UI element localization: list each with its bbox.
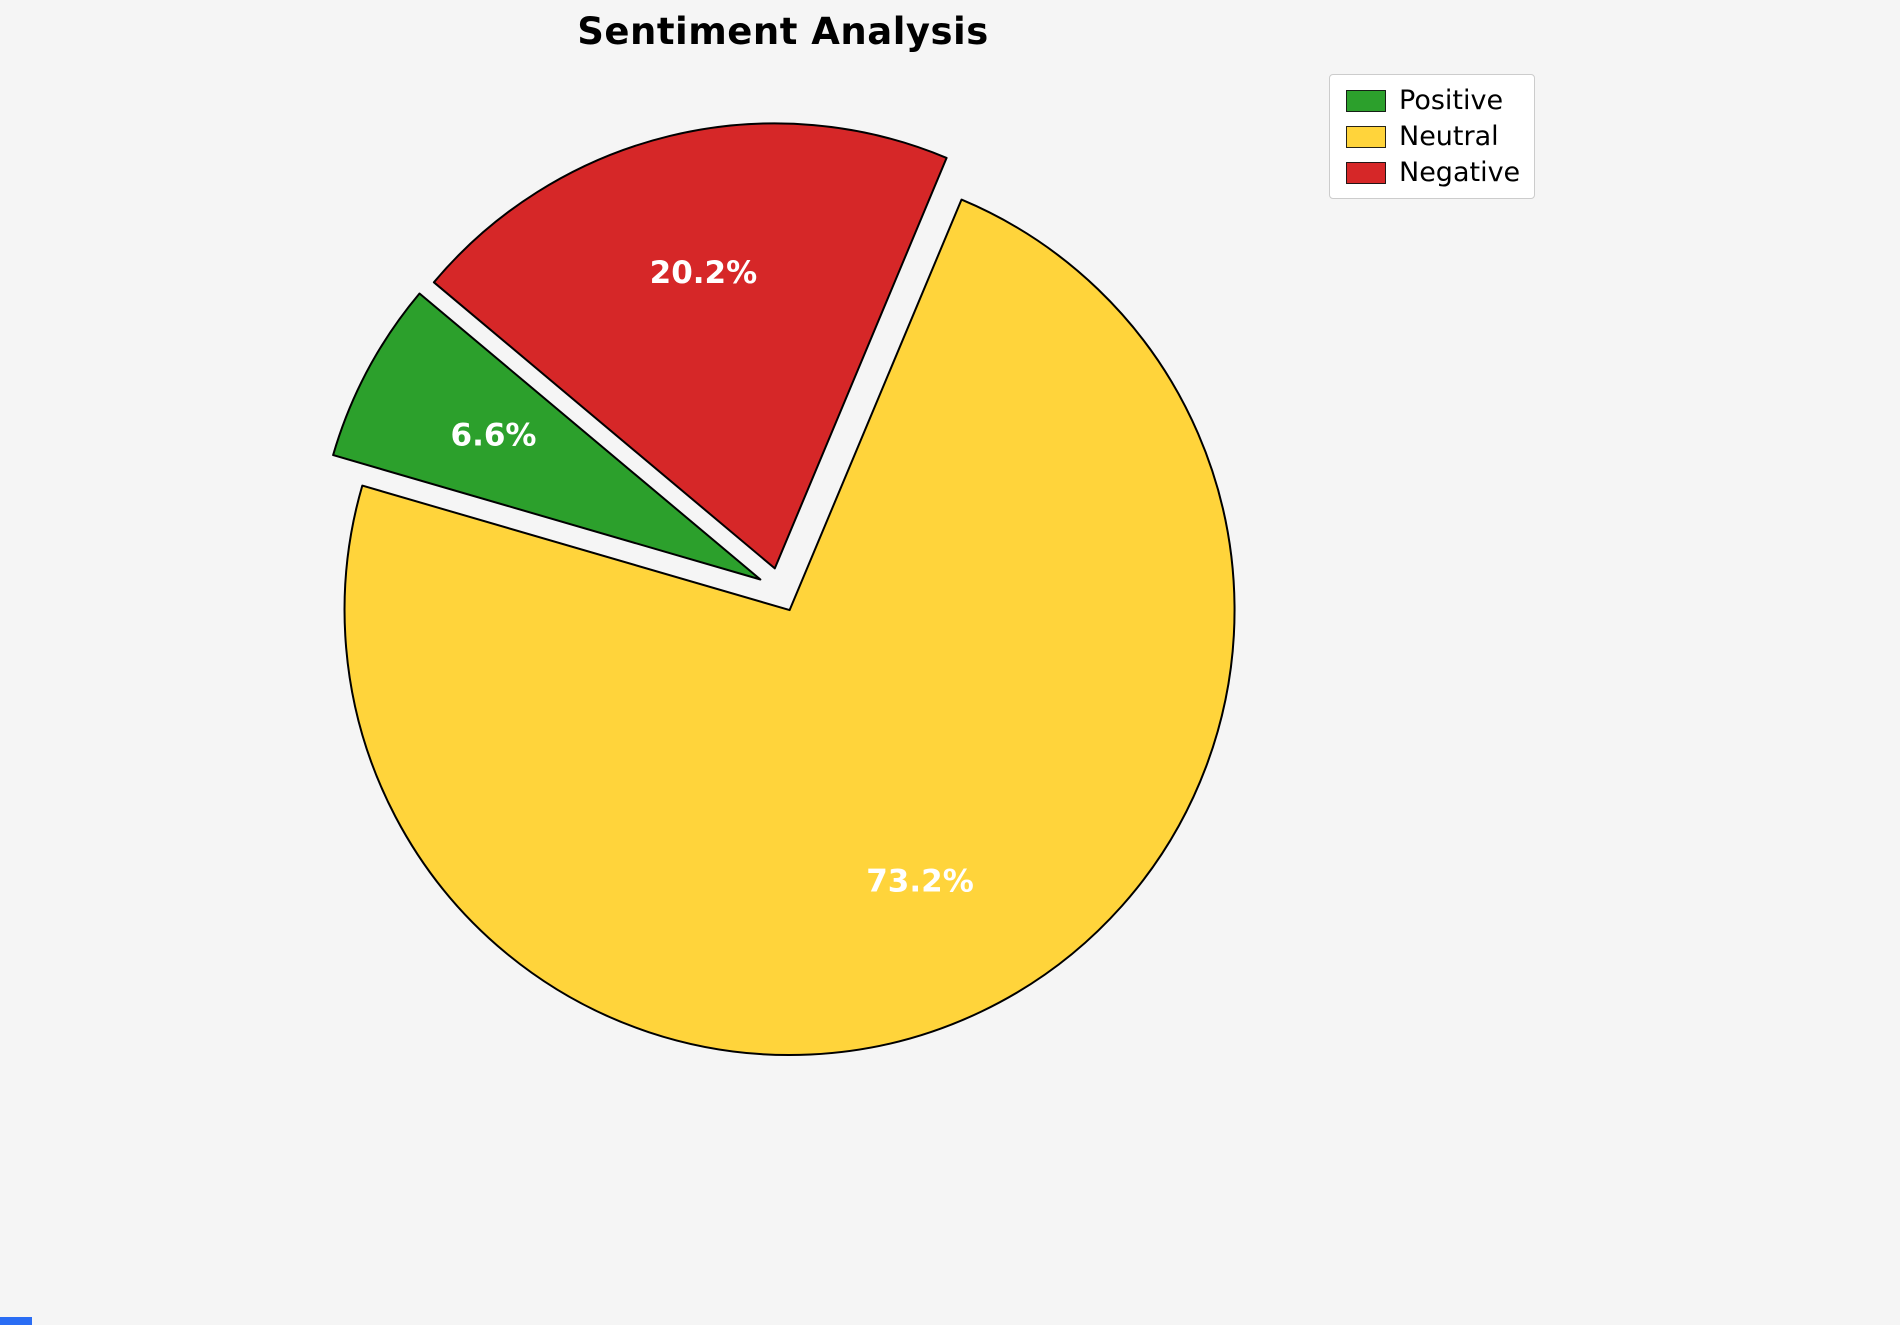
bottom-edge-accent [0,1317,32,1325]
legend-item-negative: Negative [1346,157,1521,188]
legend-label-negative: Negative [1399,157,1521,188]
legend-swatch-neutral-icon [1346,125,1386,148]
legend-label-positive: Positive [1399,85,1504,116]
legend-label-neutral: Neutral [1399,121,1499,152]
legend-item-positive: Positive [1346,87,1518,114]
pie-slice-neutral [343,198,1236,1057]
legend-item-neutral: Neutral [1346,123,1518,150]
pie-slice-positive [332,292,762,581]
slice-label-neutral: 73.2% [866,864,974,900]
pie-slice-negative [432,122,948,570]
legend: Positive Neutral Negative [1329,74,1535,199]
slice-label-negative: 20.2% [650,255,758,291]
legend-swatch-positive-icon [1346,89,1386,112]
chart-title: Sentiment Analysis [577,10,989,53]
slice-label-positive: 6.6% [451,417,537,453]
legend-swatch-negative-icon [1346,161,1386,184]
